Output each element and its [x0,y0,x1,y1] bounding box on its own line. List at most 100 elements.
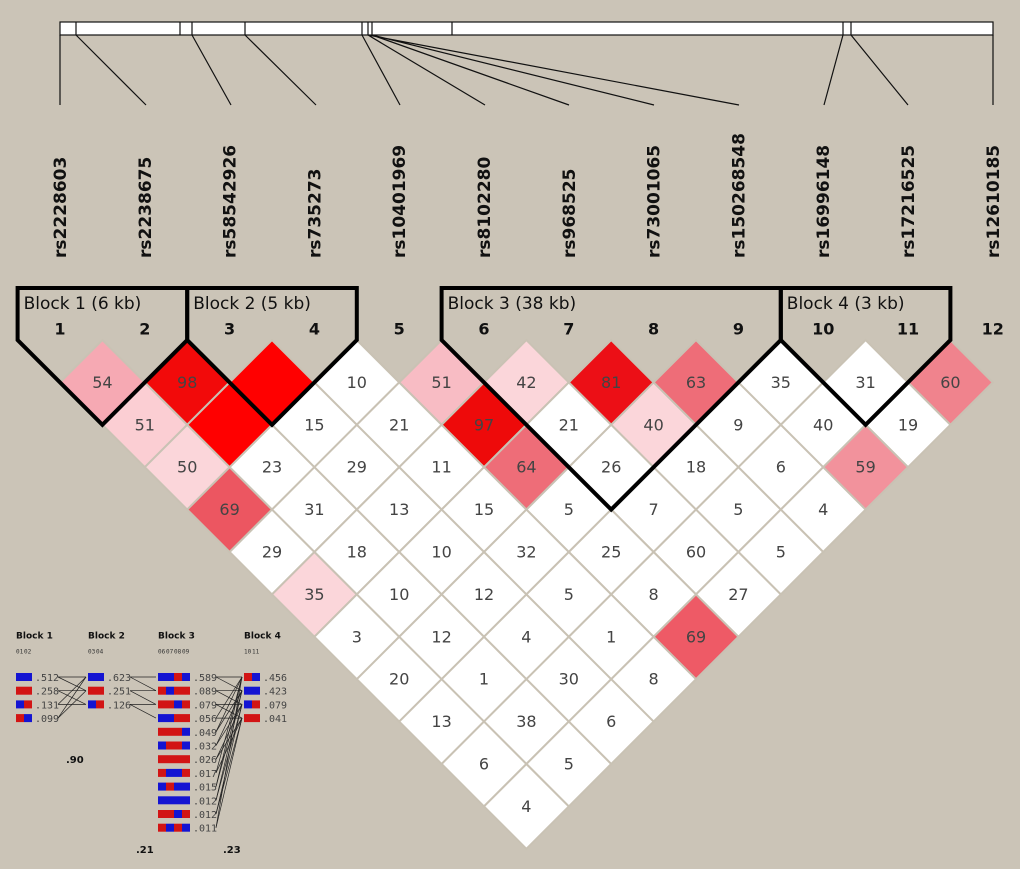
hap-allele [96,686,104,695]
ld-value: 35 [771,373,791,392]
hap-connector [215,718,243,828]
hap-allele [174,714,182,723]
hap-marker: 08 [174,649,182,656]
block-outline [439,286,783,513]
hap-connector [215,676,243,732]
ld-value: 32 [516,543,536,562]
hap-allele [88,686,96,695]
hap-frequency: .015 [193,783,217,794]
hap-block-title: Block 2 [88,632,125,642]
ld-value: 18 [686,458,706,477]
ld-value: 97 [474,415,494,434]
hap-frequency: .012 [193,810,217,821]
block-label: Block 1 (6 kb) [24,294,142,314]
hap-allele [166,686,174,695]
multiallelic-dprime: .21 [136,845,154,856]
snp-label: rs2228603 [51,157,71,258]
ld-value: 25 [601,543,621,562]
hap-frequency: .251 [107,687,131,698]
snp-label: rs17216525 [899,145,919,258]
hap-connector [215,718,243,815]
ld-value: 1 [606,627,616,646]
snp-label: rs735273 [305,169,325,258]
snp-number: 3 [224,320,235,339]
hap-frequency: .623 [107,673,131,684]
hap-allele [174,782,182,791]
block-outline [15,286,190,428]
block-outlines: Block 1 (6 kb) Block 2 (5 kb) Block 3 (38 … [15,286,953,513]
hap-allele [158,700,166,709]
ld-value: 20 [389,670,409,689]
hap-allele [166,714,174,723]
hap-frequency: .012 [193,796,217,807]
block-outline [778,286,953,428]
ld-value: 51 [431,373,451,392]
ld-value: 54 [92,373,112,392]
ld-value: 29 [262,543,282,562]
ld-value: 13 [431,712,451,731]
hap-allele [252,673,260,681]
hap-allele [158,810,166,818]
hap-allele [244,686,252,695]
map-ticks [75,22,852,35]
ld-value: 27 [728,585,748,604]
hap-allele [16,714,24,723]
ld-value: 40 [643,415,663,434]
ld-value: 3 [352,627,362,646]
block-label: Block 2 (5 kb) [193,294,311,314]
haplotype-panel: Block 1 01 02 .512 .258 .131 .099 Block 2 03 04 .6… [16,632,287,856]
hap-allele [182,727,190,736]
block-label: Block 3 (38 kb) [448,294,577,314]
hap-allele [174,755,182,764]
hap-connector [215,676,243,692]
ld-value: 60 [940,373,960,392]
hap-connector [215,690,243,746]
snp-label: rs968525 [560,169,580,258]
block-outline [185,286,359,428]
ld-value: 13 [389,500,409,519]
hap-allele [174,796,182,805]
hap-allele [158,727,166,736]
hap-frequency: .079 [263,700,287,711]
hap-allele [244,700,252,709]
hap-connector [215,690,243,801]
hap-allele [182,673,190,681]
snp-label: rs10401969 [390,145,410,258]
hap-connector [57,676,87,692]
hap-allele [174,700,182,709]
ld-value: 19 [898,415,918,434]
hap-allele [166,673,174,681]
snp-number: 10 [812,320,834,339]
ld-value: 5 [564,755,574,774]
hap-marker: 11 [252,649,260,656]
hap-allele [88,673,96,681]
hap-allele [252,714,260,723]
hap-allele [16,686,24,695]
hap-allele [24,686,32,695]
hap-frequency: .099 [35,714,59,725]
ld-value: 38 [516,712,536,731]
hap-frequency: .258 [35,687,59,698]
hap-marker: 03 [88,649,96,656]
ld-value: 6 [606,712,616,731]
hap-connector [215,676,243,828]
ld-value: 5 [564,500,574,519]
ld-value: 35 [304,585,324,604]
ld-value: 69 [686,627,706,646]
snp-number: 1 [54,320,65,339]
ld-value: 31 [855,373,875,392]
hap-allele [16,700,24,709]
ld-value: 59 [855,458,875,477]
hap-frequency: .011 [193,824,217,835]
ld-value: 98 [177,373,197,392]
hap-frequency: .049 [193,728,217,739]
hap-connector [215,704,243,815]
hap-allele [244,673,252,681]
hap-block-title: Block 4 [244,632,281,642]
hap-marker: 02 [24,649,32,656]
hap-connector [57,690,87,719]
hap-marker: 04 [96,649,104,656]
ld-value: 11 [431,458,451,477]
hap-connector [215,690,243,787]
